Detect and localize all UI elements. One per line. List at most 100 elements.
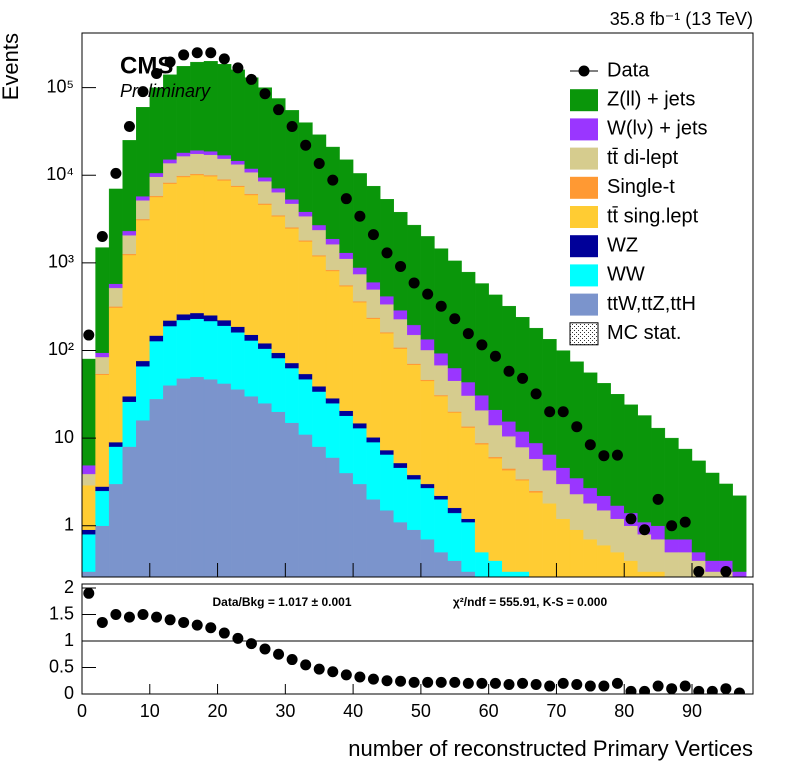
ratio-point	[530, 678, 542, 690]
data-point	[517, 372, 529, 384]
bar-segment	[637, 534, 652, 572]
cms-label: CMS	[120, 52, 173, 79]
bar-segment	[325, 238, 340, 245]
bar-segment	[325, 398, 340, 404]
bar-segment	[244, 334, 259, 341]
bar-segment	[339, 410, 354, 416]
bar-segment	[393, 310, 408, 320]
legend-swatch	[570, 235, 598, 258]
data-point	[340, 193, 352, 205]
bar-segment	[176, 319, 191, 379]
ratio-point	[205, 622, 217, 634]
bar-segment	[474, 410, 489, 444]
bar-segment	[705, 472, 720, 561]
bar-segment	[583, 503, 598, 540]
bar-segment	[244, 168, 259, 173]
ratio-point	[123, 611, 135, 623]
bar-segment	[163, 320, 178, 327]
y-tick-label: 1.5	[49, 603, 74, 623]
ratio-plot	[82, 587, 753, 694]
data-point	[395, 260, 407, 272]
bar-segment	[312, 386, 327, 392]
bar-segment	[352, 483, 367, 577]
bar-segment	[339, 286, 354, 411]
bar-segment	[271, 352, 286, 359]
bar-segment	[203, 320, 218, 380]
bar-segment	[190, 312, 205, 319]
bar-segment	[380, 510, 394, 577]
bar-segment	[664, 539, 679, 553]
legend-marker	[578, 65, 590, 77]
ratio-point	[313, 663, 325, 675]
bar-segment	[352, 267, 367, 275]
ratio-point	[733, 687, 745, 694]
bar-segment	[407, 478, 422, 530]
data-point	[151, 67, 163, 79]
bar-segment	[244, 396, 259, 577]
ratio-point	[164, 614, 176, 626]
bar-segment	[474, 444, 489, 553]
bar-segment	[176, 314, 191, 321]
y-tick-label: 0.5	[49, 656, 74, 676]
data-point	[530, 388, 542, 400]
ratio-point	[259, 643, 271, 655]
y-tick-label: 10⁴	[46, 164, 74, 184]
bar-segment	[569, 361, 584, 479]
bar-segment	[542, 470, 557, 504]
bar-segment	[637, 415, 652, 523]
bar-segment	[285, 362, 300, 369]
fit-annotation: χ²/ndf = 555.91, K-S = 0.000	[453, 595, 608, 609]
y-tick-label: 10⁵	[47, 76, 74, 96]
bar-segment	[691, 551, 706, 561]
data-point	[503, 365, 515, 377]
ratio-point	[232, 632, 244, 644]
bar-segment	[122, 446, 137, 577]
x-tick-label: 90	[682, 701, 702, 721]
bar-segment	[108, 188, 123, 284]
data-point	[123, 120, 135, 132]
bar-segment	[285, 199, 300, 204]
bar-segment	[149, 335, 164, 342]
bar-segment	[203, 175, 218, 316]
bar-segment	[366, 318, 381, 438]
bar-segment	[542, 339, 557, 455]
bar-segment	[122, 396, 137, 402]
x-tick-label: 20	[208, 701, 228, 721]
ratio-point	[137, 609, 149, 620]
bar-segment	[163, 325, 178, 386]
bar-segment	[136, 107, 150, 197]
x-tick-label: 10	[140, 701, 160, 721]
bar-segment	[407, 474, 422, 480]
bar-segment	[569, 493, 584, 530]
y-tick-label: 1	[64, 514, 74, 534]
bar-segment	[217, 383, 232, 577]
data-point	[720, 566, 732, 577]
bar-segment	[122, 254, 137, 397]
bar-segment	[610, 518, 625, 553]
bar-segment	[502, 421, 516, 437]
bar-segment	[420, 539, 435, 577]
ratio-point	[367, 673, 379, 685]
bar-segment	[325, 146, 340, 240]
bar-segment	[461, 271, 476, 383]
bar-segment	[583, 372, 598, 489]
legend-swatch	[570, 264, 598, 287]
bar-segment	[393, 462, 408, 468]
bar-segment	[298, 216, 313, 241]
bar-segment	[217, 180, 232, 321]
bar-segment	[366, 499, 381, 577]
data-point	[611, 449, 623, 461]
x-tick-label: 0	[77, 701, 87, 721]
bar-segment	[230, 69, 245, 162]
bar-segment	[325, 270, 340, 399]
bar-segment	[420, 380, 435, 485]
bar-segment	[190, 174, 205, 314]
legend-label: MC stat.	[607, 322, 681, 344]
ratio-point	[584, 680, 596, 692]
bar-segment	[407, 529, 422, 577]
legend-swatch	[570, 206, 598, 228]
bar-segment	[339, 415, 354, 474]
bar-segment	[529, 327, 544, 444]
data-point	[354, 210, 366, 222]
